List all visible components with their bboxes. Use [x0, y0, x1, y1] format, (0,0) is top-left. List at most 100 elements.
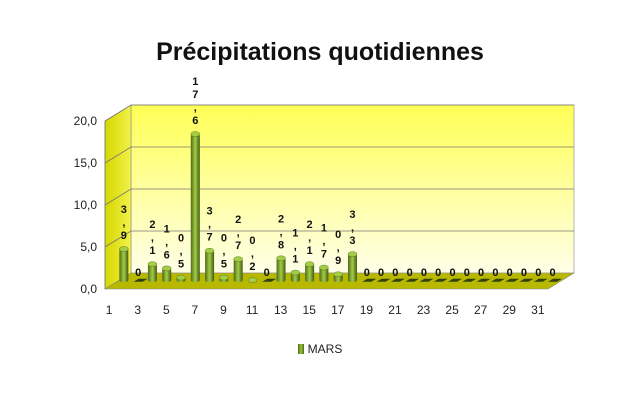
gridlines: [104, 104, 574, 289]
bar-day-2: [133, 278, 148, 282]
data-label-day-4: ,: [165, 236, 168, 248]
bar-top-day-17: [347, 251, 358, 257]
bar-day-30: [533, 278, 548, 282]
gridline: [104, 230, 574, 248]
data-label-day-7: 3: [207, 206, 213, 218]
legend-label: MARS: [307, 342, 343, 356]
data-label-day-15: ,: [322, 236, 325, 248]
data-label-day-13: 1: [292, 254, 298, 266]
data-label-day-22: 0: [421, 267, 427, 279]
x-tick-label: 23: [417, 303, 431, 317]
bar-day-25: [462, 278, 477, 282]
x-tick-label: 27: [474, 303, 488, 317]
data-label-day-16: 9: [335, 255, 341, 267]
bar-day-31: [548, 278, 563, 282]
data-label-day-3: 1: [149, 245, 155, 257]
bar-day-3: [147, 264, 157, 282]
bar-day-12: [276, 258, 286, 282]
data-labels: 3,902,11,60,517,63,7 0,52,7 0,2 02,81,12,11…: [121, 76, 556, 279]
bar-top-day-5: [176, 274, 186, 281]
y-tick-label: 0,0: [80, 282, 97, 296]
data-label-day-17: 3: [349, 209, 355, 221]
x-tick-label: 29: [503, 303, 517, 317]
data-label-day-3: 2: [149, 219, 155, 231]
x-tick-label: 17: [331, 303, 345, 317]
data-label-day-23: 0: [435, 267, 441, 279]
data-label-day-1: ,: [122, 217, 125, 229]
y-tick-label: 5,0: [80, 240, 97, 254]
data-label-day-9: 7: [235, 240, 241, 252]
data-label-day-18: 0: [364, 267, 370, 279]
bar-day-28: [505, 278, 520, 282]
bar-day-23: [433, 278, 448, 282]
x-tick-label: 31: [531, 303, 545, 317]
bar-day-24: [448, 278, 463, 282]
bar-day-6: [190, 133, 200, 282]
data-label-day-31: 0: [549, 267, 555, 279]
x-tick-label: 13: [274, 303, 288, 317]
data-label-day-5: ,: [179, 246, 182, 258]
data-label-day-6: 6: [192, 115, 198, 127]
data-label-day-8: 5: [221, 259, 227, 271]
bar-day-1: [119, 249, 129, 282]
data-label-day-5: 0: [178, 233, 184, 245]
legend: MARS: [0, 342, 640, 356]
data-label-day-21: 0: [407, 267, 413, 279]
data-label-day-9: 2: [235, 214, 241, 226]
data-label-day-27: 0: [492, 267, 498, 279]
data-label-day-15: 7: [321, 249, 327, 261]
data-label-day-1: 3: [121, 204, 127, 216]
x-tick-label: 5: [163, 303, 170, 317]
data-label-day-9: ,: [237, 227, 240, 239]
x-tick-label: 7: [192, 303, 199, 317]
data-label-day-13: ,: [294, 241, 297, 253]
data-label-day-4: 1: [164, 223, 170, 235]
data-label-day-20: 0: [392, 267, 398, 279]
x-tick-label: 3: [134, 303, 141, 317]
data-label-day-6: 1: [192, 76, 198, 88]
bar-day-15: [319, 267, 329, 282]
data-label-day-17: 3: [349, 235, 355, 247]
bar-top-day-7: [204, 248, 215, 254]
bar-day-17: [347, 254, 357, 282]
data-label-day-13: 1: [292, 228, 298, 240]
bar-day-29: [519, 278, 534, 282]
data-label-day-2: 0: [135, 267, 141, 279]
bar-top-day-1: [119, 246, 129, 252]
data-label-day-12: ,: [280, 226, 283, 238]
data-label-day-8: ,: [222, 246, 225, 258]
data-label-day-1: 9: [121, 230, 127, 242]
y-tick-label: 15,0: [74, 156, 98, 170]
gridline: [104, 146, 574, 164]
bar-top-day-13: [290, 269, 301, 276]
data-label-day-14: 2: [307, 219, 313, 231]
data-label-day-11: 0: [264, 267, 270, 279]
legend-swatch: [297, 344, 304, 354]
bar-top-day-10: [247, 277, 258, 283]
bar-day-22: [419, 278, 434, 282]
bar-top-day-4: [162, 265, 172, 272]
x-tick-label: 11: [246, 303, 259, 317]
bar-day-20: [390, 278, 405, 282]
data-label-day-12: 2: [278, 213, 284, 225]
bar-top-day-15: [319, 264, 329, 271]
x-tick-label: 9: [220, 303, 227, 317]
data-label-day-26: 0: [478, 267, 484, 279]
chart-title: Précipitations quotidiennes: [156, 38, 484, 66]
bar-top-day-9: [233, 256, 243, 262]
data-label-day-5: 5: [178, 259, 184, 271]
data-label-day-10: 0: [249, 235, 255, 247]
data-label-day-17: ,: [351, 222, 354, 234]
bar-day-7: [205, 250, 215, 282]
y-tick-label: 10,0: [74, 198, 98, 212]
bar-day-11: [262, 278, 277, 282]
y-tick-label: 20,0: [74, 114, 98, 128]
data-label-day-14: ,: [308, 232, 311, 244]
bar-day-4: [162, 268, 172, 282]
data-label-day-16: ,: [337, 242, 340, 254]
bar-top-day-6: [190, 131, 200, 137]
bar-top-day-14: [304, 261, 315, 267]
bar-day-14: [305, 264, 315, 282]
bar-top-day-3: [147, 261, 158, 267]
